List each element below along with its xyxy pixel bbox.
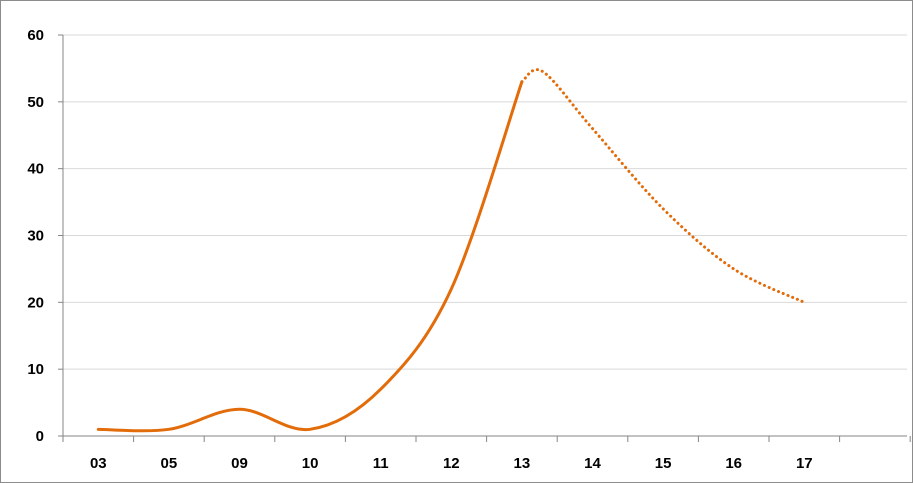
x-tick-label: 11 xyxy=(373,455,389,472)
x-tick-label: 15 xyxy=(655,455,672,472)
tick-labels: 0 10 20 30 40 50 60 03 05 09 10 11 12 13 14 15 16 17 xyxy=(27,27,812,472)
x-tick-label: 09 xyxy=(231,455,248,472)
y-tick-label: 30 xyxy=(27,228,44,245)
gridlines xyxy=(63,34,907,370)
y-tick-label: 0 xyxy=(36,428,44,445)
x-tick-label: 03 xyxy=(90,455,107,472)
x-tick-label: 16 xyxy=(725,455,742,472)
x-tick-label: 13 xyxy=(514,455,531,472)
y-tick-label: 40 xyxy=(27,161,44,178)
x-tick-label: 17 xyxy=(796,455,813,472)
x-tick-label: 14 xyxy=(584,455,601,472)
axes xyxy=(58,34,911,442)
x-tick-label: 12 xyxy=(443,455,460,472)
y-tick-label: 20 xyxy=(27,294,44,311)
x-tick-label: 10 xyxy=(302,455,319,472)
y-tick-label: 10 xyxy=(27,361,44,378)
series-line-solid xyxy=(96,80,524,433)
y-tick-label: 60 xyxy=(27,27,44,44)
x-tick-label: 05 xyxy=(161,455,178,472)
series-lines xyxy=(96,68,806,433)
y-tick-label: 50 xyxy=(27,94,44,111)
series-line-dotted xyxy=(520,68,806,304)
